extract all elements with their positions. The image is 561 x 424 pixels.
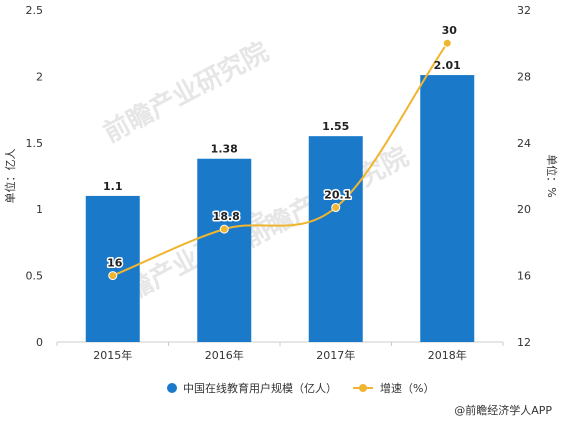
line-value-label: 30: [442, 24, 458, 37]
y-left-title: 单位：亿人: [3, 149, 17, 204]
bar: [197, 158, 252, 342]
y-right-tick-label: 24: [517, 137, 531, 150]
line-point: [442, 38, 452, 48]
line-point: [108, 271, 118, 281]
bar-value-label: 1.55: [322, 120, 349, 133]
x-tick-label: 2018年: [428, 348, 467, 362]
y-right-tick-label: 12: [517, 336, 531, 349]
line-point: [219, 224, 229, 234]
data-labels: 1.1 1.38 1.55 2.01 16 18.8 20.1 30: [103, 23, 461, 271]
y-right-title: 单位：%: [545, 154, 559, 197]
axes: 0 0.5 1 1.5 2 2.5 12 16 20 24 28 32 2015年 2016年 2017年 2…: [3, 4, 559, 362]
bar-value-label: 2.01: [434, 59, 461, 72]
y-left-tick-label: 0: [36, 336, 43, 349]
source-credit: @前瞻经济学人APP: [454, 403, 552, 417]
line-value-label: 16: [107, 257, 123, 270]
bars: [85, 75, 475, 343]
x-tick-label: 2017年: [316, 348, 355, 362]
y-left-tick-label: 0.5: [26, 270, 44, 283]
y-left-tick-label: 1: [36, 203, 43, 216]
line-point: [331, 203, 341, 213]
bar-value-label: 1.1: [103, 180, 123, 193]
growth-line-path: [112, 42, 449, 277]
y-right-tick-label: 32: [517, 4, 531, 17]
y-left-tick-label: 2.5: [26, 4, 44, 17]
legend-line-marker: [359, 384, 367, 392]
legend-bar-swatch: [167, 383, 177, 393]
x-tick-label: 2016年: [205, 348, 244, 362]
line-value-label: 20.1: [324, 189, 351, 202]
y-left-tick-label: 2: [36, 70, 43, 83]
y-right-tick-label: 16: [517, 270, 531, 283]
x-tick-label: 2015年: [93, 348, 132, 362]
bar-value-label: 1.38: [211, 143, 238, 156]
bar: [308, 136, 363, 342]
bar: [85, 195, 140, 342]
bar: [420, 75, 475, 343]
legend-bar-label: 中国在线教育用户规模（亿人）: [183, 381, 337, 395]
y-right-tick-label: 28: [517, 70, 531, 83]
line-value-label: 18.8: [213, 210, 240, 223]
watermark-text: 前瞻产业研究院: [98, 36, 273, 149]
legend-line-label: 增速（%）: [380, 381, 434, 395]
y-right-tick-label: 20: [517, 203, 531, 216]
legend: 中国在线教育用户规模（亿人） 增速（%）: [167, 381, 434, 395]
watermarks: 前瞻产业研究院前瞻产业研究院前瞻产业研究院: [98, 36, 413, 319]
growth-line: [108, 38, 452, 281]
y-left-tick-label: 1.5: [26, 137, 44, 150]
